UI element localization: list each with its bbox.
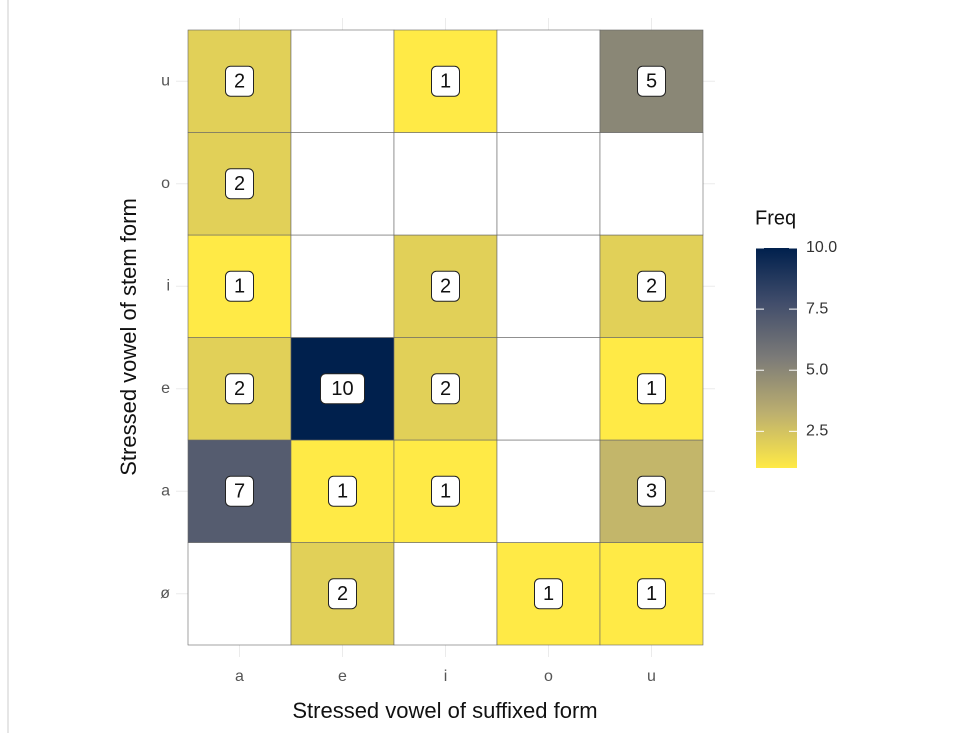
empty-cell	[290, 29, 395, 133]
data-label: 2	[440, 378, 451, 400]
data-label: 1	[440, 71, 451, 93]
data-label: 1	[646, 583, 657, 605]
data-label: 2	[234, 71, 245, 93]
data-label: 1	[440, 481, 451, 503]
label-box	[225, 168, 254, 200]
y-tick-label: e	[161, 380, 170, 397]
legend-title: Freq	[755, 207, 796, 229]
data-label: 3	[646, 481, 657, 503]
label-box	[637, 373, 666, 405]
empty-cell	[496, 234, 601, 338]
label-box	[431, 475, 460, 507]
label-box	[637, 270, 666, 302]
empty-cell	[599, 132, 704, 236]
colorbar-tick-label: 10.0	[806, 239, 837, 256]
label-box	[225, 65, 254, 97]
y-tick-label: a	[161, 482, 170, 499]
empty-cell	[187, 542, 292, 646]
empty-cell	[496, 439, 601, 543]
label-box	[637, 65, 666, 97]
data-label: 2	[646, 276, 657, 298]
data-label: 1	[646, 378, 657, 400]
label-box	[534, 578, 563, 610]
data-label: 5	[646, 71, 657, 93]
colorbar-tick-label: 5.0	[806, 361, 828, 378]
data-label: 1	[543, 583, 554, 605]
label-box	[431, 373, 460, 405]
empty-cell	[393, 542, 498, 646]
label-box	[431, 270, 460, 302]
x-tick-label: u	[647, 668, 656, 685]
x-tick-label: i	[444, 668, 448, 685]
data-label: 2	[440, 276, 451, 298]
empty-cell	[496, 132, 601, 236]
data-label: 1	[234, 276, 245, 298]
x-tick-label: a	[235, 668, 244, 685]
y-tick-label: i	[166, 277, 170, 294]
cells	[187, 29, 704, 646]
data-label: 2	[234, 378, 245, 400]
colorbar-tick-label: 7.5	[806, 300, 828, 317]
label-box	[431, 65, 460, 97]
label-box	[225, 475, 254, 507]
x-tick-label: e	[338, 668, 347, 685]
y-axis-title: Stressed vowel of stem form	[116, 198, 141, 476]
x-tick-label: o	[544, 668, 553, 685]
label-box	[637, 578, 666, 610]
label-box	[328, 578, 357, 610]
empty-cell	[290, 132, 395, 236]
label-box	[225, 373, 254, 405]
y-tick-label: u	[161, 72, 170, 89]
y-tick-label: ø	[160, 585, 170, 602]
data-label: 2	[337, 583, 348, 605]
labels: a e i o u ø a e i o u 2 1 1 7 1 1 3 2 10 2 1 1 2 2 2 2 1 5	[160, 65, 666, 685]
empty-cell	[393, 132, 498, 236]
empty-cell	[290, 234, 395, 338]
data-label: 10	[331, 378, 353, 400]
label-box	[320, 373, 365, 405]
colorbar-tick-label: 2.5	[806, 423, 828, 440]
data-label: 7	[234, 481, 245, 503]
y-tick-label: o	[161, 175, 170, 192]
label-box	[328, 475, 357, 507]
label-box	[637, 475, 666, 507]
data-label: 2	[234, 173, 245, 195]
empty-cell	[496, 337, 601, 441]
label-box	[225, 270, 254, 302]
data-label: 1	[337, 481, 348, 503]
x-axis-title: Stressed vowel of suffixed form	[292, 698, 597, 723]
colorbar	[756, 248, 797, 468]
empty-cell	[496, 29, 601, 133]
